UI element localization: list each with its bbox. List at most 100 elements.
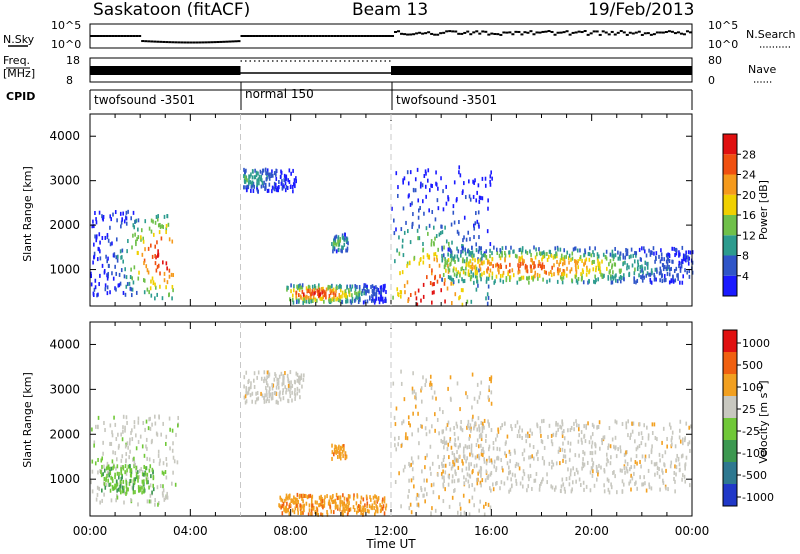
power-cell — [491, 251, 493, 256]
power-cell — [619, 279, 622, 284]
velocity-cell — [478, 456, 481, 461]
power-cell — [538, 273, 541, 278]
velocity-cell — [304, 494, 307, 499]
velocity-cell — [408, 478, 410, 483]
velocity-cell — [112, 486, 114, 491]
velocity-cell — [667, 487, 669, 492]
power-cell — [474, 258, 476, 263]
velocity-cell — [610, 482, 612, 487]
velocity-cell — [447, 386, 449, 391]
velocity-cell — [546, 480, 548, 485]
power-cell — [299, 283, 301, 288]
power-cell — [142, 278, 145, 283]
power-cell — [542, 250, 545, 255]
velocity-cell — [123, 485, 125, 490]
power-cell — [345, 299, 347, 304]
power-cell — [329, 290, 332, 295]
velocity-cell — [614, 445, 617, 450]
nsky-point — [499, 33, 503, 36]
x-tick-label: 04:00 — [173, 524, 208, 538]
power-cell — [467, 261, 470, 266]
nsky-point — [198, 41, 202, 44]
velocity-cell — [146, 472, 149, 477]
power-cell — [587, 251, 590, 256]
power-cell — [648, 272, 650, 277]
velocity-cell — [470, 450, 473, 455]
power-cell — [328, 293, 331, 298]
velocity-cell — [475, 442, 478, 447]
velocity-cell — [617, 447, 619, 452]
velocity-cell — [151, 467, 154, 472]
velocity-cell — [293, 495, 295, 500]
velocity-cell — [122, 414, 125, 419]
velocity-cell — [298, 388, 301, 393]
power-cell — [364, 283, 366, 288]
power-cell — [435, 254, 438, 259]
velocity-cell — [411, 386, 414, 391]
velocity-cell — [626, 450, 628, 455]
power-cell — [460, 288, 463, 293]
velocity-cell — [148, 457, 151, 462]
velocity-cell — [282, 381, 285, 386]
power-cell — [639, 265, 642, 270]
velocity-cell — [526, 488, 528, 493]
power-cell — [498, 253, 501, 258]
velocity-cell — [149, 493, 152, 498]
velocity-cell — [176, 460, 179, 465]
velocity-cell — [291, 398, 293, 403]
power-cell — [634, 250, 636, 255]
velocity-cell — [141, 444, 144, 449]
power-cell — [132, 280, 135, 285]
power-cell — [581, 258, 583, 263]
velocity-cell — [336, 454, 339, 459]
velocity-cell — [305, 501, 308, 506]
velocity-cell — [109, 470, 112, 475]
power-cell — [582, 280, 585, 285]
power-cell — [245, 185, 247, 190]
velocity-cell — [162, 421, 164, 426]
power-cell — [612, 270, 614, 275]
power-cell — [162, 225, 164, 230]
velocity-cell — [583, 434, 585, 439]
velocity-cell — [165, 462, 168, 467]
velocity-cell — [582, 480, 585, 485]
power-cell — [487, 198, 489, 203]
velocity-cell — [478, 395, 481, 400]
power-cell — [161, 224, 163, 229]
velocity-cell — [134, 477, 137, 482]
power-cell — [120, 224, 122, 229]
power-cell — [295, 300, 298, 305]
velocity-cell — [453, 431, 456, 436]
velocity-cell — [491, 460, 493, 465]
colorbar-swatch — [723, 418, 737, 440]
velocity-cell — [398, 471, 400, 476]
power-cell — [478, 245, 481, 250]
velocity-cell — [151, 490, 153, 495]
velocity-cell — [255, 397, 258, 402]
velocity-cell — [416, 502, 419, 507]
power-cell — [150, 243, 152, 248]
power-cell — [157, 253, 159, 258]
velocity-cell — [640, 464, 642, 469]
power-cell — [109, 290, 111, 295]
power-cell — [333, 247, 336, 252]
power-cell — [267, 172, 270, 177]
power-cell — [556, 279, 559, 284]
velocity-cell — [426, 478, 428, 483]
velocity-cell — [133, 479, 136, 484]
velocity-cell — [108, 482, 110, 487]
velocity-cell — [428, 429, 431, 434]
power-cell — [271, 189, 273, 194]
velocity-cell — [569, 428, 572, 433]
power-cell — [626, 248, 629, 253]
velocity-cell — [540, 433, 542, 438]
power-cell — [461, 266, 464, 271]
nsky-point — [580, 31, 584, 34]
velocity-cell — [592, 424, 595, 429]
power-cell — [548, 271, 550, 276]
power-cell — [366, 299, 369, 304]
power-cell — [484, 176, 487, 181]
power-cell — [344, 232, 346, 237]
power-cell — [284, 188, 287, 193]
velocity-cell — [484, 438, 487, 443]
